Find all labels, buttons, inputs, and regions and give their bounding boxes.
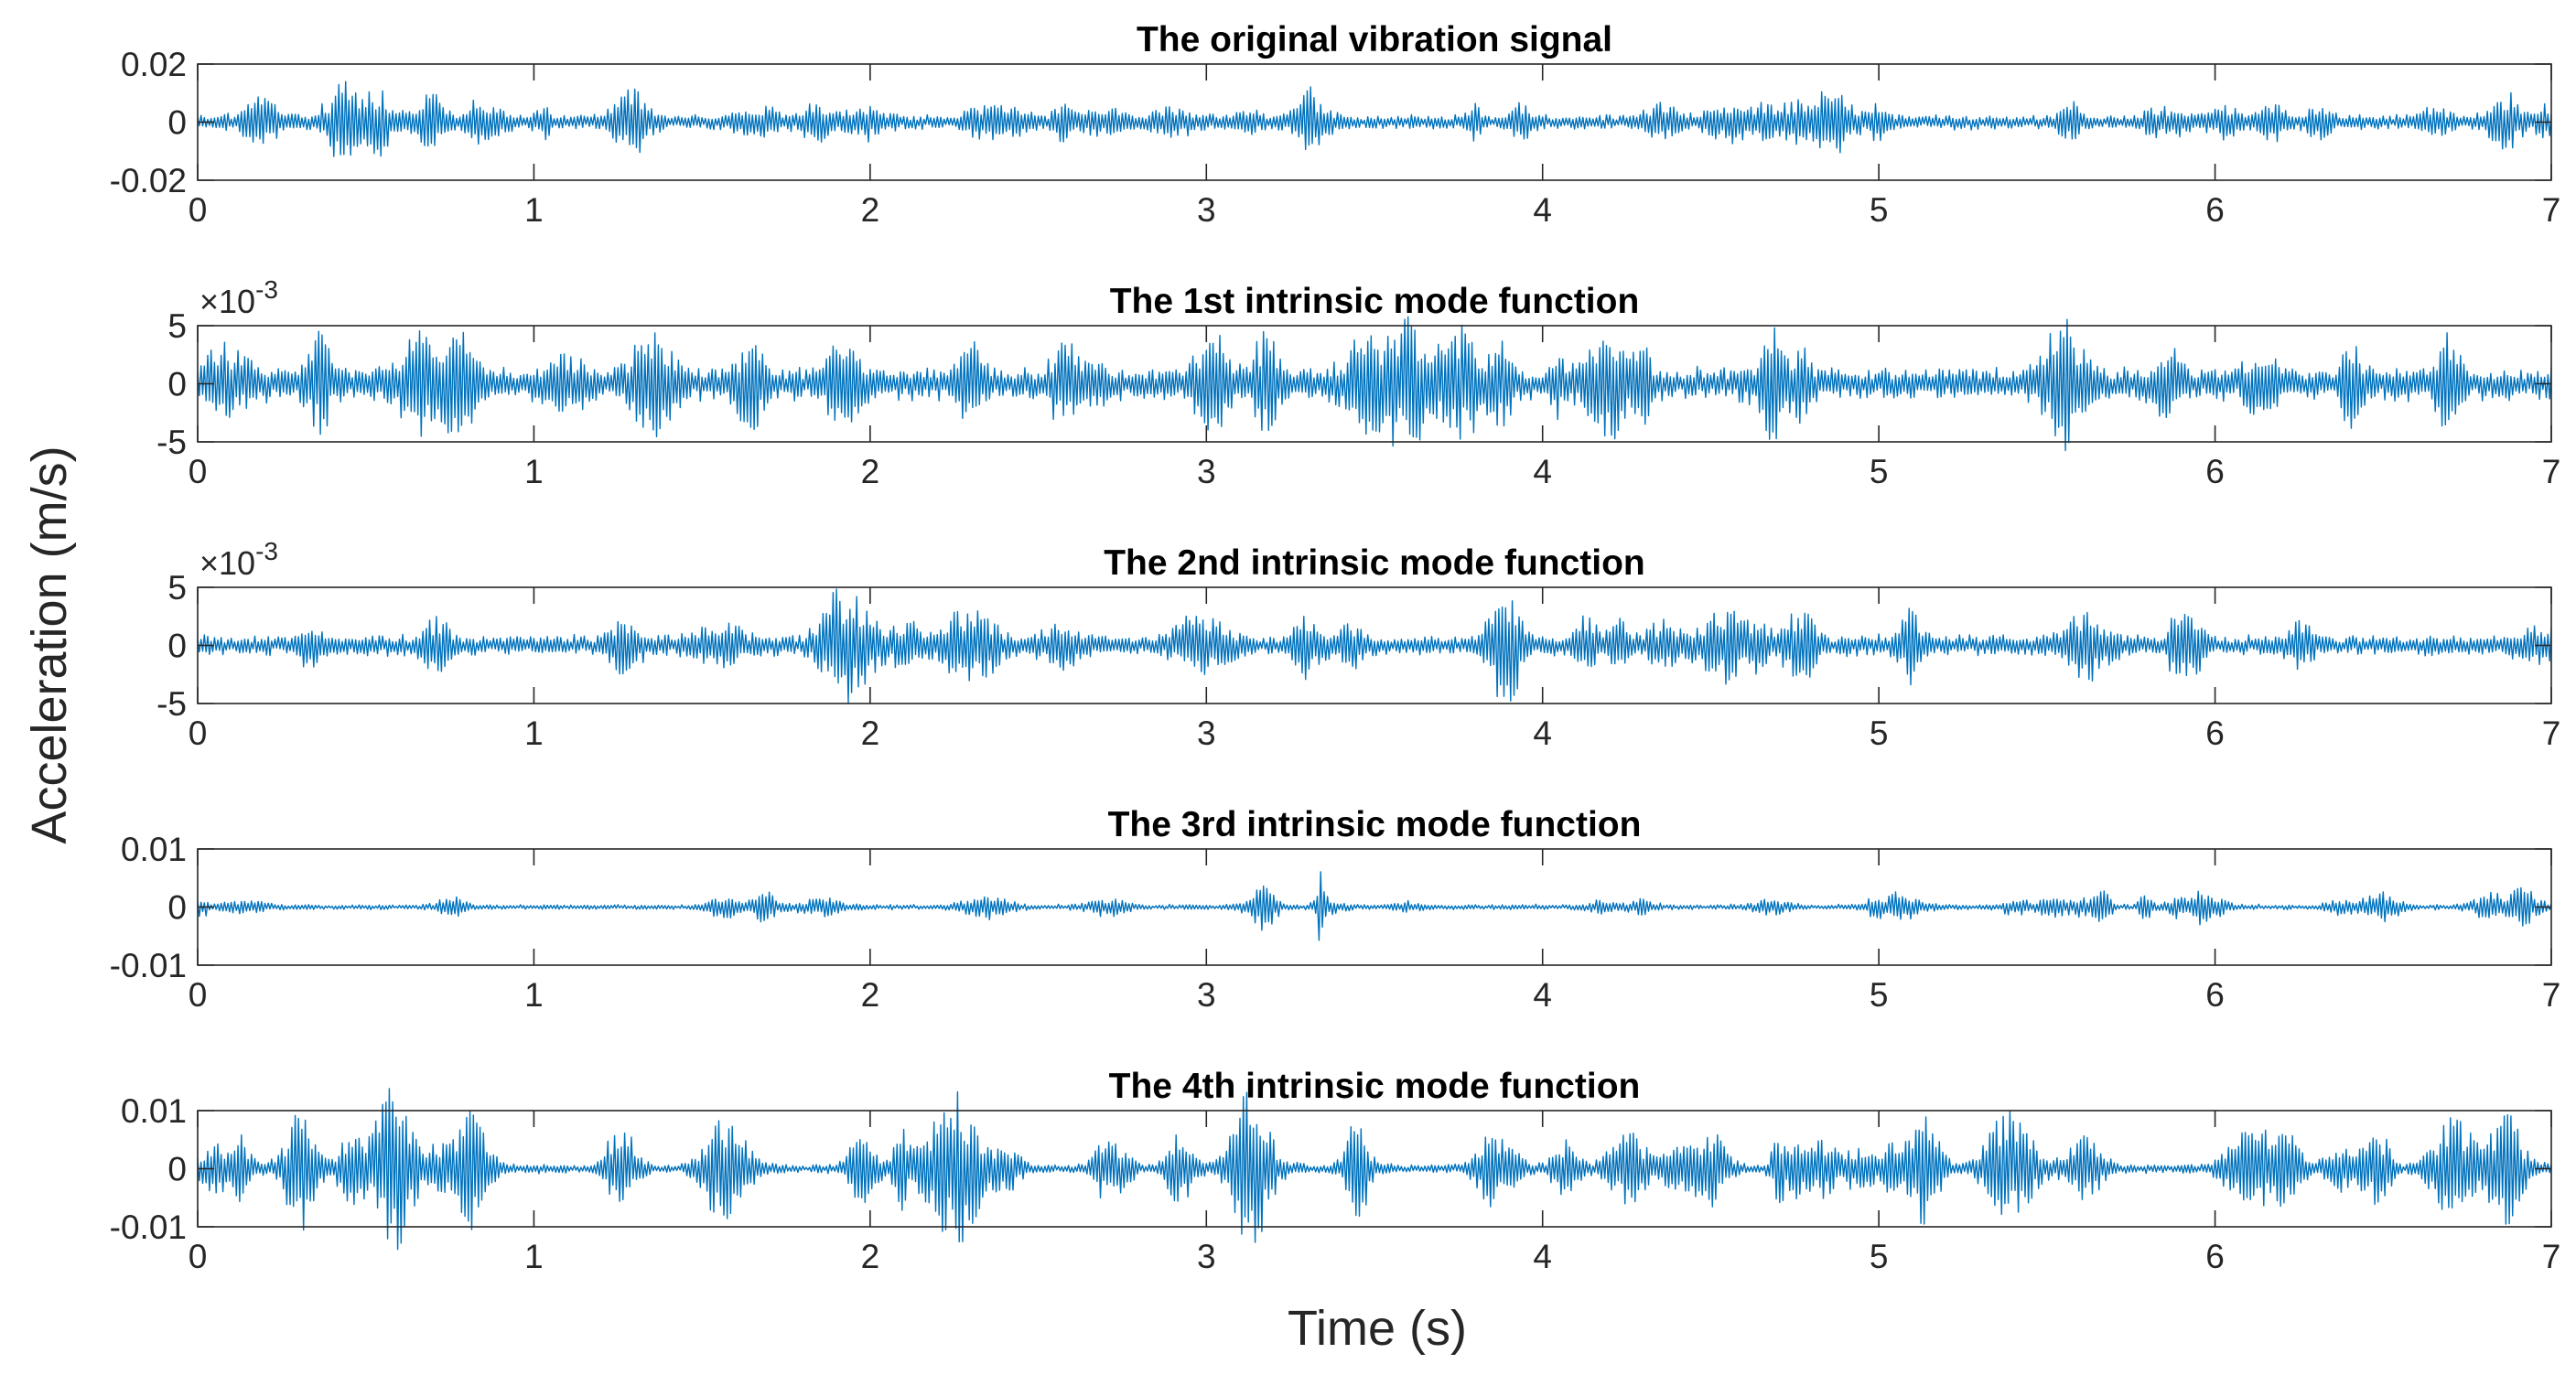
x-tick-label: 6: [2205, 976, 2225, 1014]
x-tick-label: 6: [2205, 714, 2225, 752]
x-tick-label: 5: [1870, 1238, 1889, 1275]
y-scale-multiplier: ×10-3: [199, 537, 278, 582]
y-tick-label: 5: [167, 569, 187, 607]
subplot-3: The 2nd intrinsic mode function 0 1 2 3 4 5 6 7 5…: [156, 537, 2560, 752]
x-tick-label: 1: [524, 714, 544, 752]
y-tick-label: -0.01: [110, 947, 187, 984]
subplot-1: The original vibration signal 0 1 2 3 4 5 6 7 0.0…: [110, 20, 2561, 229]
x-tick-label: 7: [2542, 191, 2561, 229]
y-tick-label: 0.01: [121, 1092, 187, 1130]
y-tick-label: 0: [167, 628, 187, 665]
subplot-title: The 1st intrinsic mode function: [1110, 282, 1640, 321]
x-tick-label: 7: [2542, 453, 2561, 490]
y-tick-label: 0.02: [121, 46, 187, 83]
x-tick-label: 5: [1870, 714, 1889, 752]
x-axis-label: Time (s): [1288, 1301, 1467, 1356]
multiplier-base: ×10: [199, 544, 255, 582]
x-tick-label: 4: [1533, 453, 1552, 490]
subplot-title: The 4th intrinsic mode function: [1109, 1067, 1641, 1106]
x-tick-label: 3: [1197, 714, 1216, 752]
multiplier-base: ×10: [199, 283, 255, 320]
y-tick-label: -5: [156, 685, 187, 723]
signal-trace: [197, 588, 2552, 704]
x-tick-label: 7: [2542, 714, 2561, 752]
subplot-stack: The original vibration signal 0 1 2 3 4 5 6 7 0.0…: [110, 20, 2561, 1275]
signal-trace: [197, 1088, 2552, 1251]
y-tick-label: -0.02: [110, 162, 187, 199]
x-tick-label: 4: [1533, 191, 1552, 229]
subplot-2: The 1st intrinsic mode function 0 1 2 3 4 5 6 7 5…: [156, 275, 2560, 490]
x-tick-label: 2: [861, 714, 880, 752]
multiplier-exponent: -3: [255, 275, 278, 304]
subplot-title: The 2nd intrinsic mode function: [1104, 543, 1645, 583]
x-tick-label: 3: [1197, 1238, 1216, 1275]
x-tick-label: 5: [1870, 191, 1889, 229]
y-tick-label: 0: [167, 104, 187, 142]
subplot-title: The original vibration signal: [1137, 20, 1612, 59]
x-tick-label: 5: [1870, 976, 1889, 1014]
multiplier-exponent: -3: [255, 537, 278, 565]
y-tick-label: 0: [167, 1151, 187, 1188]
y-tick-label: 5: [167, 307, 187, 345]
x-tick-label: 2: [861, 453, 880, 490]
y-tick-label: 0: [167, 366, 187, 403]
x-tick-label: 6: [2205, 1238, 2225, 1275]
x-tick-label: 4: [1533, 714, 1552, 752]
x-tick-label: 4: [1533, 1238, 1552, 1275]
x-tick-label: 3: [1197, 191, 1216, 229]
signal-trace: [197, 316, 2552, 452]
x-tick-label: 6: [2205, 191, 2225, 229]
y-axis-label: Acceleration (m/s): [22, 446, 77, 843]
subplot-title: The 3rd intrinsic mode function: [1108, 805, 1642, 844]
signal-trace: [197, 81, 2552, 157]
x-tick-label: 2: [861, 976, 880, 1014]
y-scale-multiplier: ×10-3: [199, 275, 278, 320]
x-tick-label: 7: [2542, 976, 2561, 1014]
x-tick-label: 0: [189, 1238, 208, 1275]
x-tick-label: 0: [189, 976, 208, 1014]
subplot-4: The 3rd intrinsic mode function 0 1 2 3 4 5 6 7 0…: [110, 805, 2561, 1014]
y-tick-label: 0: [167, 889, 187, 927]
x-tick-label: 0: [189, 191, 208, 229]
y-tick-label: -5: [156, 424, 187, 461]
x-tick-label: 1: [524, 976, 544, 1014]
x-tick-label: 5: [1870, 453, 1889, 490]
x-tick-label: 1: [524, 1238, 544, 1275]
x-tick-label: 7: [2542, 1238, 2561, 1275]
x-tick-label: 1: [524, 453, 544, 490]
y-tick-label: -0.01: [110, 1208, 187, 1246]
x-tick-label: 6: [2205, 453, 2225, 490]
x-tick-label: 2: [861, 1238, 880, 1275]
x-tick-label: 0: [189, 714, 208, 752]
x-tick-label: 3: [1197, 976, 1216, 1014]
x-tick-label: 4: [1533, 976, 1552, 1014]
y-tick-label: 0.01: [121, 831, 187, 868]
signal-trace: [197, 871, 2552, 941]
x-tick-label: 2: [861, 191, 880, 229]
x-tick-label: 0: [189, 453, 208, 490]
x-tick-label: 1: [524, 191, 544, 229]
x-tick-label: 3: [1197, 453, 1216, 490]
subplot-5: The 4th intrinsic mode function 0 1 2 3 4 5 6 7 0…: [110, 1067, 2561, 1275]
